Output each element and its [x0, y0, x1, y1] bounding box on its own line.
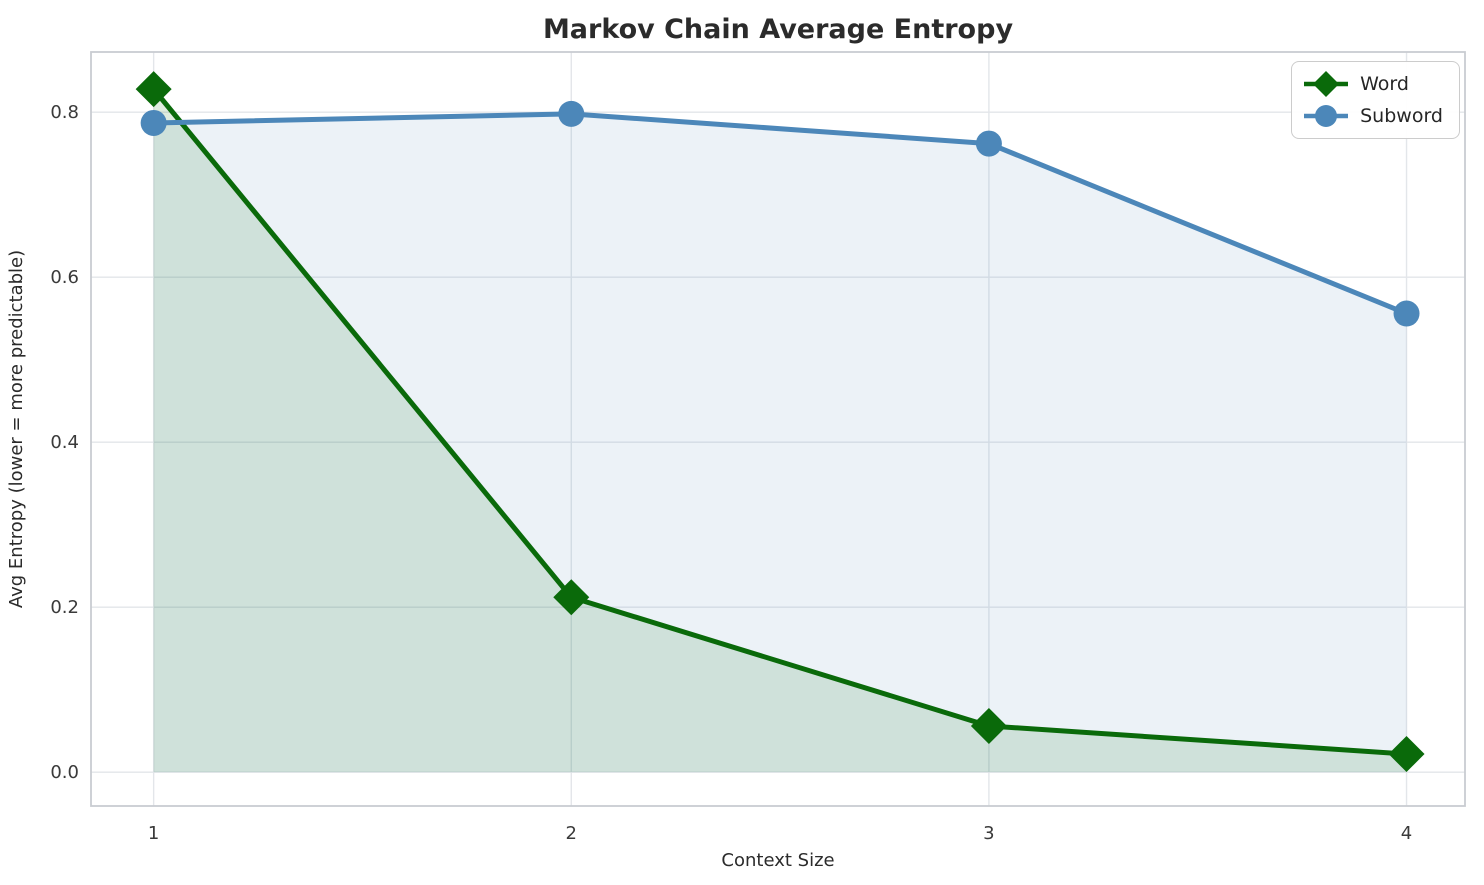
series [135, 71, 1425, 773]
plot-area [91, 52, 1465, 806]
axes-spines [90, 51, 1466, 807]
area-fills [153, 89, 1407, 773]
data-point-subword-2 [558, 100, 585, 127]
x-tick-label-2: 2 [566, 823, 577, 844]
y-axis-label: Avg Entropy (lower = more predictable) [6, 250, 27, 608]
tick-labels: 1 2 3 4 0.0 0.2 0.4 0.6 0.8 [50, 102, 1412, 844]
x-axis-label: Context Size [721, 850, 834, 871]
legend-marker-diamond-icon [1304, 71, 1349, 97]
data-point-word-1 [135, 71, 172, 108]
data-point-subword-1 [140, 109, 167, 136]
x-tick-label-1: 1 [148, 823, 159, 844]
data-point-word-3 [970, 707, 1007, 744]
y-tick-label-0.4: 0.4 [50, 432, 79, 453]
legend-item-word: Word [1302, 69, 1443, 99]
area-fill-subword [153, 113, 1407, 773]
legend-item-subword: Subword [1302, 101, 1443, 131]
y-tick-label-0.6: 0.6 [50, 267, 79, 288]
y-tick-label-0.0: 0.0 [50, 762, 79, 783]
x-tick-label-4: 4 [1401, 823, 1412, 844]
series-line-subword [151, 111, 1410, 317]
gridlines [91, 52, 1465, 806]
area-fill-word [153, 89, 1407, 773]
y-tick-label-0.8: 0.8 [50, 102, 79, 123]
data-point-word-2 [553, 579, 590, 616]
data-point-subword-3 [975, 130, 1002, 157]
x-tick-label-3: 3 [983, 823, 994, 844]
legend: Word Subword [1291, 61, 1460, 139]
legend-label-subword: Subword [1360, 105, 1443, 127]
data-point-subword-4 [1393, 300, 1420, 327]
legend-label-word: Word [1360, 73, 1409, 95]
y-tick-label-0.2: 0.2 [50, 597, 79, 618]
series-line-word [151, 86, 1410, 757]
chart-title: Markov Chain Average Entropy [543, 14, 1014, 45]
data-point-word-4 [1388, 736, 1425, 773]
legend-marker-circle-icon [1304, 105, 1349, 127]
